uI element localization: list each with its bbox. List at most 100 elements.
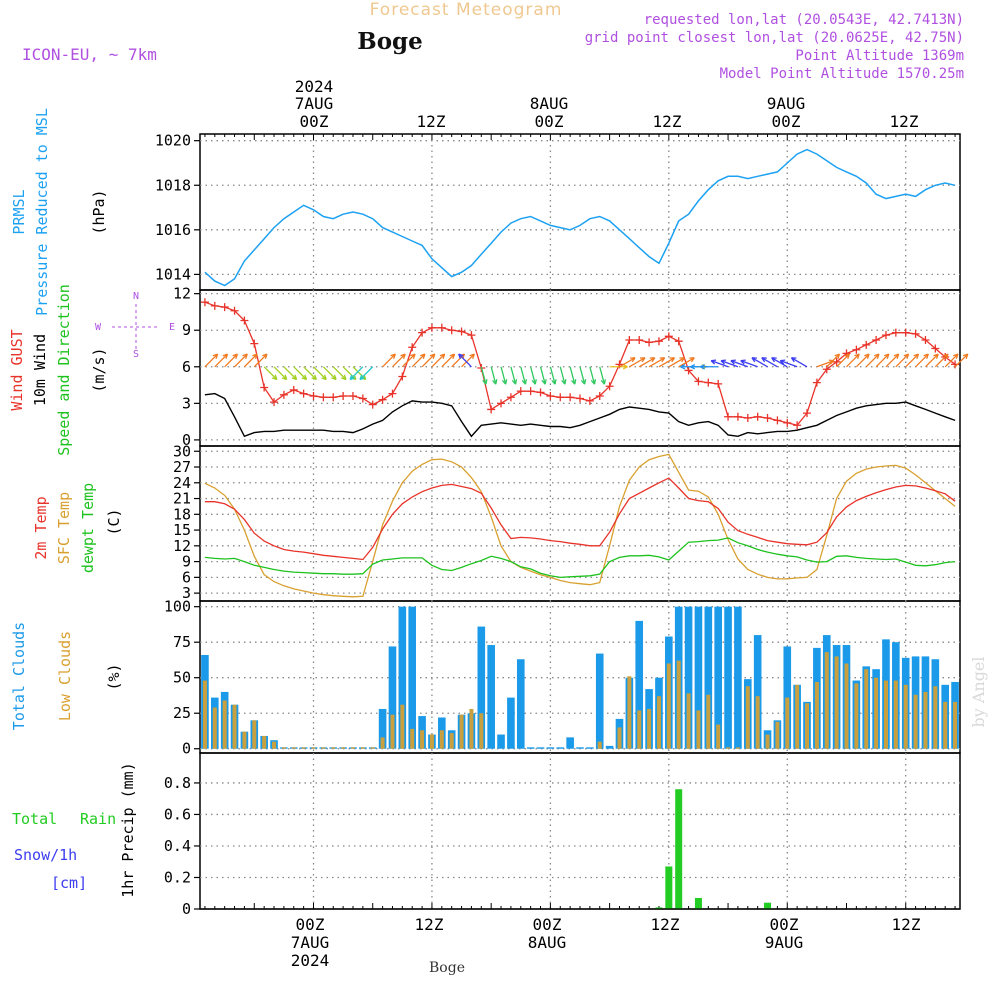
low-cloud-bar [242,731,247,749]
wind-arrow [648,357,666,368]
gust-point [260,383,269,392]
low-cloud-bar [795,684,800,749]
wind-arrow-head [751,357,757,363]
low-cloud-bar [341,747,346,749]
low-cloud-bar [824,652,829,749]
wind-ytick-label: 0 [182,431,191,449]
bottom-tick-3-line-0: 12Z [651,915,680,934]
gust-point [319,393,328,402]
gust-point [348,392,357,401]
total-cloud-bar [595,653,604,749]
point-altitude: Point Altitude 1369m [795,48,964,64]
low-cloud-bar [913,694,918,749]
low-cloud-bar [933,686,938,749]
total-cloud-bar [398,606,407,749]
wind-arrow-head [321,374,327,381]
wind-arrow-head [449,353,456,359]
wind-ytick-label: 12 [173,285,191,303]
sfc-temp-line [204,453,956,598]
wind-arrow-head [291,374,298,381]
gust-point [447,326,456,335]
wind-arrow-head [271,374,278,381]
gust-point [881,331,890,340]
wind-arrow-head [232,353,239,359]
total-cloud-bar [635,620,644,749]
clouds-ylabel: (%) [105,663,123,690]
pressure-ytick-label: 1018 [155,176,191,194]
gust-point [684,366,693,375]
wind-arrow [510,366,517,385]
low-cloud-bar [943,701,948,749]
low-cloud-bar [696,710,701,749]
gust-point [605,382,614,391]
low-cloud-bar [380,737,385,749]
wind-10m-line [204,392,956,438]
wind-arrow [480,366,487,385]
wind-arrow-head [649,357,656,363]
bottom-tick-4-line-0: 00Z [770,915,799,934]
gust-point [704,378,713,387]
wind-arrow-head [730,359,736,365]
total-cloud-bar [487,645,495,749]
top-tick-3-line-0: 12Z [653,112,682,131]
wind-arrow-head [301,374,308,381]
gust-point [852,345,861,354]
wind-ylabel: (m/s) [90,347,108,392]
low-cloud-bar [805,703,810,749]
wind-arrow [846,353,860,368]
total-cloud-bar [576,747,584,749]
total-cloud-bar [605,745,614,749]
precip-label-rain: Rain [80,810,116,828]
wind-arrow-head [854,353,860,359]
temperature-ytick-label: 21 [173,490,191,508]
gust-point [576,394,584,403]
wind-arrow [322,366,337,380]
low-cloud-bar [331,747,336,749]
precip-label-snow: Snow/1h [14,846,77,864]
wind-arrow [234,353,248,368]
low-cloud-bar [775,721,780,749]
wind-arrow [761,357,778,368]
total-cloud-bar [546,747,555,749]
wind-arrow [730,360,749,368]
wind-arrow [638,357,656,368]
precip-ytick-label: 0.4 [164,837,191,855]
wind-arrow [401,353,416,368]
temperature-ytick-label: 12 [173,537,191,555]
wind-arrow [885,353,900,368]
wind-arrow-head [439,353,446,359]
wind-arrow-head [571,379,577,385]
gust-point [250,339,259,348]
temperature-ytick-label: 6 [182,568,191,586]
gust-point [585,396,594,405]
clouds-label-low: Low Clouds [56,631,74,721]
gust-point [497,399,506,408]
wind-arrow [720,360,739,368]
low-cloud-bar [686,693,691,749]
wind-compass: N S W E [95,291,175,360]
wind-arrow-head [531,379,537,385]
top-tick-0-line-0: 2024 [295,77,334,96]
temp-label-dewpt: dewpt Temp [79,483,97,573]
wind-arrow-head [590,379,597,385]
low-cloud-bar [449,733,454,749]
wind-arrow-head [349,374,356,381]
wind-arrow [303,366,317,380]
low-cloud-bar [400,704,405,749]
pressure-label-full: Pressure Reduced to MSL [33,108,51,316]
marks-layer [200,148,969,910]
wind-arrow [710,360,729,368]
gust-point [467,331,476,340]
gust-point [309,392,318,401]
wind-arrow-head [669,357,676,363]
bottom-tick-0-line-0: 00Z [296,915,325,934]
pressure-ytick-label: 1020 [155,132,191,150]
low-cloud-bar [923,691,928,749]
total-cloud-bar [714,606,722,749]
wind-arrow-head [779,359,786,365]
wind-arrow [875,353,890,368]
wind-arrow-head [501,379,508,385]
low-cloud-bar [883,680,888,749]
precip-bar [655,907,663,909]
wind-arrow-head [458,353,464,359]
